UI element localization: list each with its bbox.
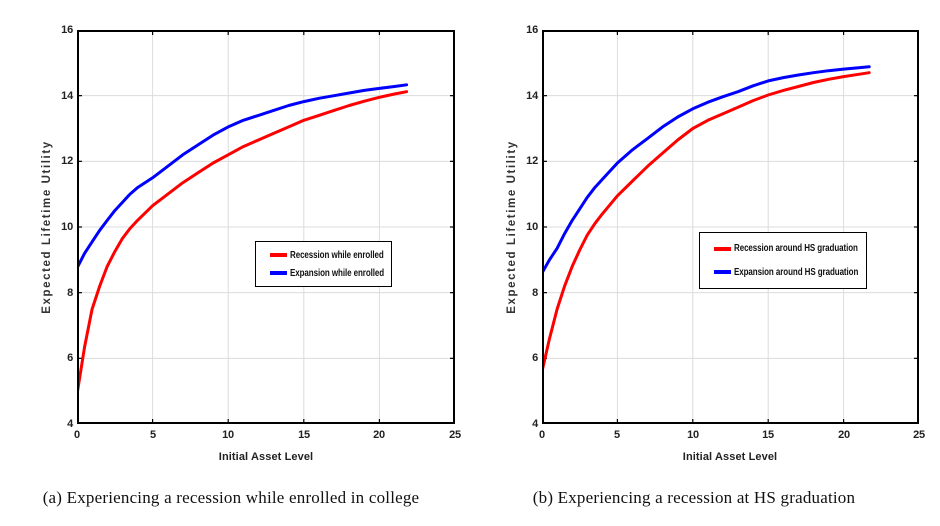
y-tick-label: 16 — [61, 24, 73, 36]
plot-border — [77, 30, 455, 424]
y-tick-label: 16 — [526, 24, 538, 36]
legend-item: Recession around HS graduation — [714, 243, 864, 254]
series-line — [542, 71, 871, 373]
legend-item: Recession while enrolled — [270, 250, 389, 261]
x-tick-label: 5 — [150, 429, 156, 441]
x-tick-label: 25 — [913, 429, 925, 441]
y-tick-label: 12 — [61, 155, 73, 167]
y-tick-label: 14 — [61, 90, 73, 102]
x-axis-label-b: Initial Asset Level — [682, 451, 778, 463]
y-tick-label: 10 — [61, 221, 73, 233]
y-tick-label: 8 — [532, 287, 538, 299]
series-line — [542, 65, 871, 275]
blue-line-swatch — [714, 270, 731, 275]
legend-label: Expansion while enrolled — [290, 267, 385, 279]
plot-area-a — [77, 30, 455, 424]
y-tick-label: 14 — [526, 90, 538, 102]
x-tick-label: 15 — [298, 429, 310, 441]
caption-a: (a) Experiencing a recession while enrol… — [42, 488, 420, 507]
x-tick-label: 0 — [74, 429, 80, 441]
x-tick-label: 15 — [762, 429, 774, 441]
y-tick-label: 6 — [532, 352, 538, 364]
legend-item: Expansion while enrolled — [270, 268, 389, 279]
legend-b: Recession around HS graduation Expansion… — [699, 232, 867, 289]
series-line — [77, 90, 409, 396]
x-tick-label: 10 — [687, 429, 699, 441]
legend-item: Expansion around HS graduation — [714, 267, 864, 278]
x-tick-label: 25 — [449, 429, 461, 441]
x-tick-label: 20 — [838, 429, 850, 441]
red-line-swatch — [270, 253, 287, 257]
x-tick-label: 0 — [539, 429, 545, 441]
y-tick-label: 6 — [67, 352, 73, 364]
caption-b: (b) Experiencing a recession at HS gradu… — [532, 488, 856, 507]
y-tick-label: 4 — [532, 418, 538, 430]
blue-line-swatch — [270, 271, 287, 275]
legend-a: Recession while enrolled Expansion while… — [255, 241, 392, 287]
x-tick-label: 20 — [373, 429, 385, 441]
y-tick-label: 4 — [67, 418, 73, 430]
y-tick-label: 12 — [526, 155, 538, 167]
y-tick-label: 10 — [526, 221, 538, 233]
legend-label: Recession around HS graduation — [734, 243, 858, 255]
x-axis-label-a: Initial Asset Level — [218, 451, 314, 463]
plot-area-b — [542, 30, 919, 424]
x-tick-label: 5 — [614, 429, 620, 441]
legend-label: Expansion around HS graduation — [734, 266, 859, 278]
series-line — [77, 83, 409, 270]
red-line-swatch — [714, 246, 731, 251]
plot-border — [542, 30, 919, 424]
x-tick-label: 10 — [222, 429, 234, 441]
y-tick-label: 8 — [67, 287, 73, 299]
legend-label: Recession while enrolled — [290, 249, 384, 261]
